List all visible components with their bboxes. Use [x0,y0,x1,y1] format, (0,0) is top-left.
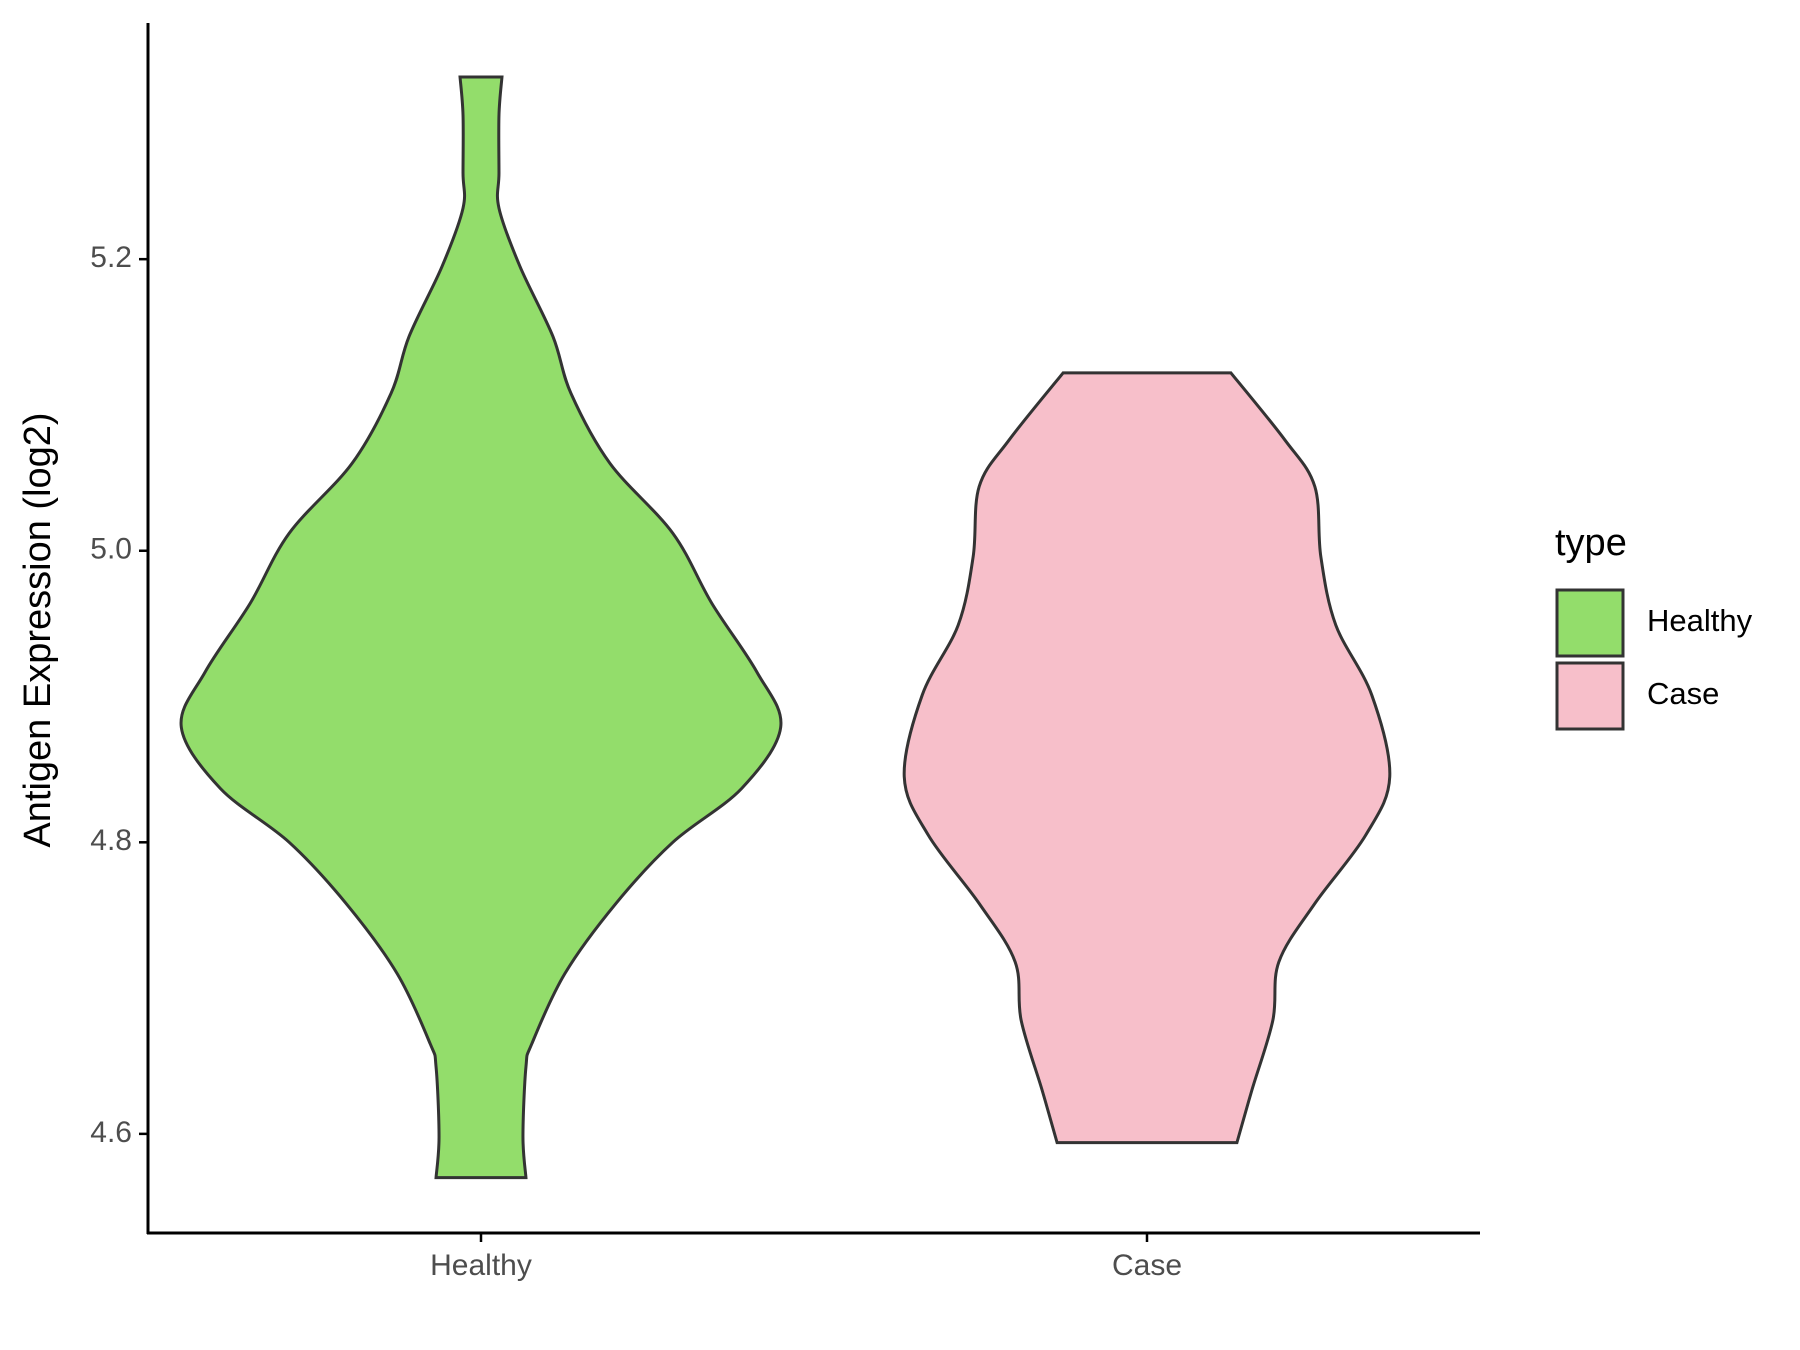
legend-swatch [1555,661,1625,731]
violin [902,371,1392,1145]
legend-title: type [1555,522,1627,564]
y-tick-label: 4.6 [90,1116,132,1149]
y-tick-label: 4.8 [90,824,132,857]
y-tick-label: 5.0 [90,533,132,566]
x-tick-label: Case [1112,1249,1182,1282]
y-axis-title: Antigen Expression (log2) [17,412,59,847]
violin [179,75,783,1180]
legend-label: Healthy [1647,603,1753,638]
x-tick-label: Healthy [430,1249,532,1282]
y-tick-label: 5.2 [90,241,132,274]
legend-swatch [1555,588,1625,658]
legend-label: Case [1647,676,1719,711]
